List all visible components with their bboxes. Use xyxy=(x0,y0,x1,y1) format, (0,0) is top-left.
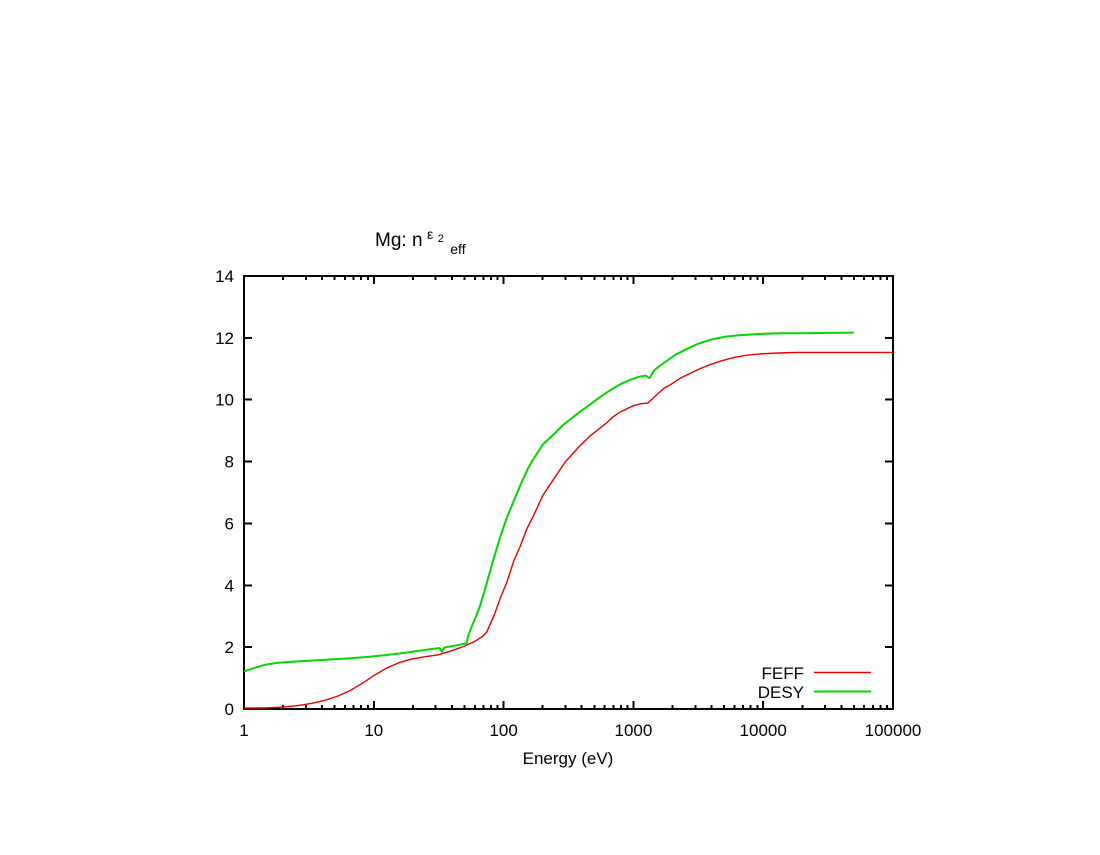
chart-title-superscript-sub: 2 xyxy=(438,233,444,245)
x-tick-label: 1000 xyxy=(614,721,652,740)
legend-label-desy: DESY xyxy=(758,683,804,702)
y-tick-label: 6 xyxy=(225,514,234,533)
x-tick-label: 1 xyxy=(239,721,248,740)
y-tick-label: 0 xyxy=(225,700,234,719)
curve-feff xyxy=(243,351,893,709)
plot-border xyxy=(243,275,894,710)
y-tick-label: 14 xyxy=(215,267,234,286)
chart-title: Mg: n ε 2 eff xyxy=(375,226,466,257)
chart-title-subscript: eff xyxy=(450,241,465,257)
curve-desy xyxy=(243,331,854,673)
x-tick-label: 100 xyxy=(489,721,517,740)
axes xyxy=(243,275,894,710)
y-tick-label: 12 xyxy=(215,329,234,348)
y-tick-label: 4 xyxy=(225,576,234,595)
y-tick-label: 2 xyxy=(225,638,234,657)
x-tick-label: 100000 xyxy=(865,721,922,740)
tick-labels: 1 10 100 1000 10000 100000 0 2 4 6 8 10 12 14 xyxy=(215,267,921,740)
x-tick-label: 10 xyxy=(364,721,383,740)
legend-label-feff: FEFF xyxy=(762,664,805,683)
x-axis-label: Energy (eV) xyxy=(523,749,614,768)
y-tick-label: 8 xyxy=(225,453,234,472)
legend: FEFF DESY xyxy=(758,664,871,702)
chart-title-superscript: ε xyxy=(427,226,433,242)
x-tick-label: 10000 xyxy=(740,721,787,740)
chart-title-base: Mg: n xyxy=(375,230,423,251)
data-series xyxy=(243,331,893,709)
y-tick-label: 10 xyxy=(215,391,234,410)
